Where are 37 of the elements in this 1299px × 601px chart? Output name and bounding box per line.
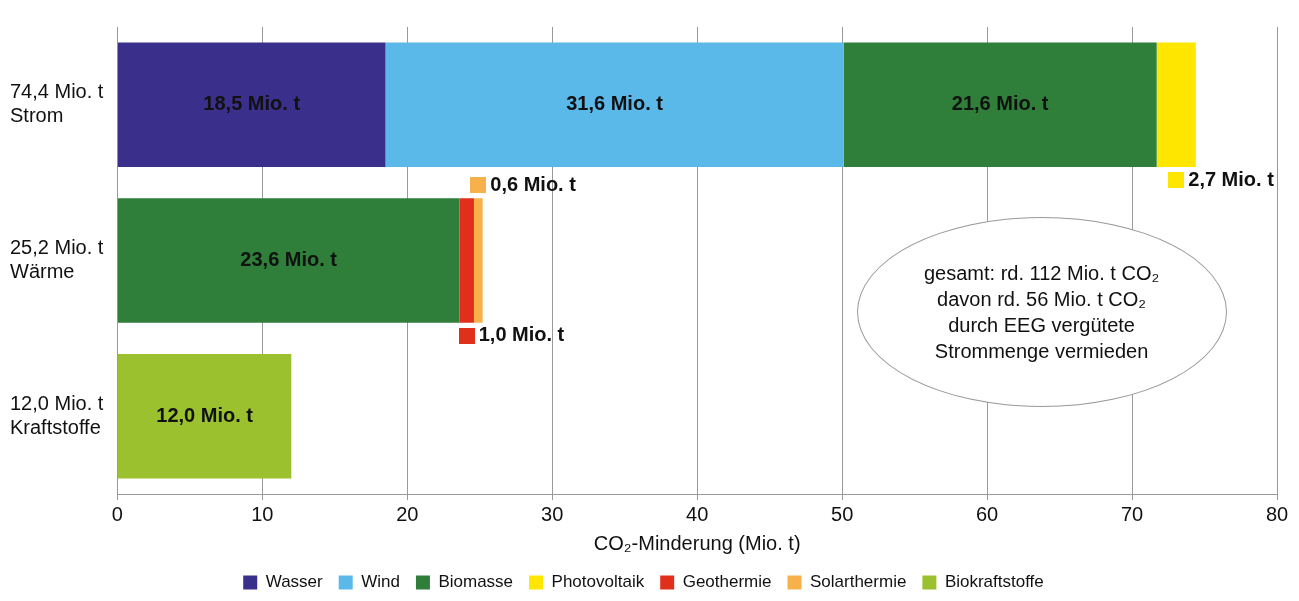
x-tick-label: 20	[396, 502, 419, 525]
bar	[117, 42, 386, 168]
bar	[117, 198, 460, 323]
bar	[473, 198, 483, 323]
x-tick-label: 0	[111, 502, 123, 525]
x-tick-label: 10	[251, 502, 274, 525]
legend-label: Photovoltaik	[551, 572, 645, 592]
bar	[117, 353, 292, 479]
legend-label: Geothermie	[682, 572, 772, 592]
data-label: 23,6 Mio. t	[240, 248, 338, 271]
legend-label: Wind	[361, 572, 400, 592]
data-label: 0,6 Mio. t	[490, 172, 577, 195]
x-tick-label: 40	[686, 502, 709, 525]
bar	[459, 198, 474, 323]
bar	[1156, 42, 1196, 168]
x-tick-label: 30	[541, 502, 564, 525]
legend-label: Biokraftstoffe	[944, 572, 1044, 592]
legend-label: Biomasse	[438, 572, 514, 592]
y-tick-label: 12,0 Mio. t Kraftstoffe	[10, 391, 104, 438]
data-label: 12,0 Mio. t	[156, 403, 254, 426]
x-axis-title: CO₂-Minderung (Mio. t)	[593, 531, 801, 554]
x-tick-label: 60	[975, 502, 999, 525]
x-tick-label: 50	[831, 502, 854, 525]
ellipse-callout: gesamt: rd. 112 Mio. t CO₂ davon rd. 56 Mio. t CO₂ durch EEG vergütete Strommenge vermieden	[856, 216, 1227, 407]
y-tick-label: 74,4 Mio. t Strom	[10, 80, 104, 127]
data-label: 18,5 Mio. t	[203, 92, 301, 115]
data-label: 31,6 Mio. t	[566, 92, 664, 115]
data-label: 1,0 Mio. t	[478, 323, 565, 346]
x-tick-label: 80	[1265, 502, 1289, 525]
legend-label: Wasser	[265, 572, 324, 592]
data-label: 2,7 Mio. t	[1188, 167, 1275, 190]
legend-label: Solarthermie	[810, 572, 907, 592]
bar	[843, 42, 1157, 168]
bar	[385, 42, 844, 168]
y-tick-label: 25,2 Mio. t Wärme	[10, 236, 104, 283]
data-label: 21,6 Mio. t	[951, 92, 1049, 115]
x-tick-label: 70	[1120, 502, 1144, 525]
